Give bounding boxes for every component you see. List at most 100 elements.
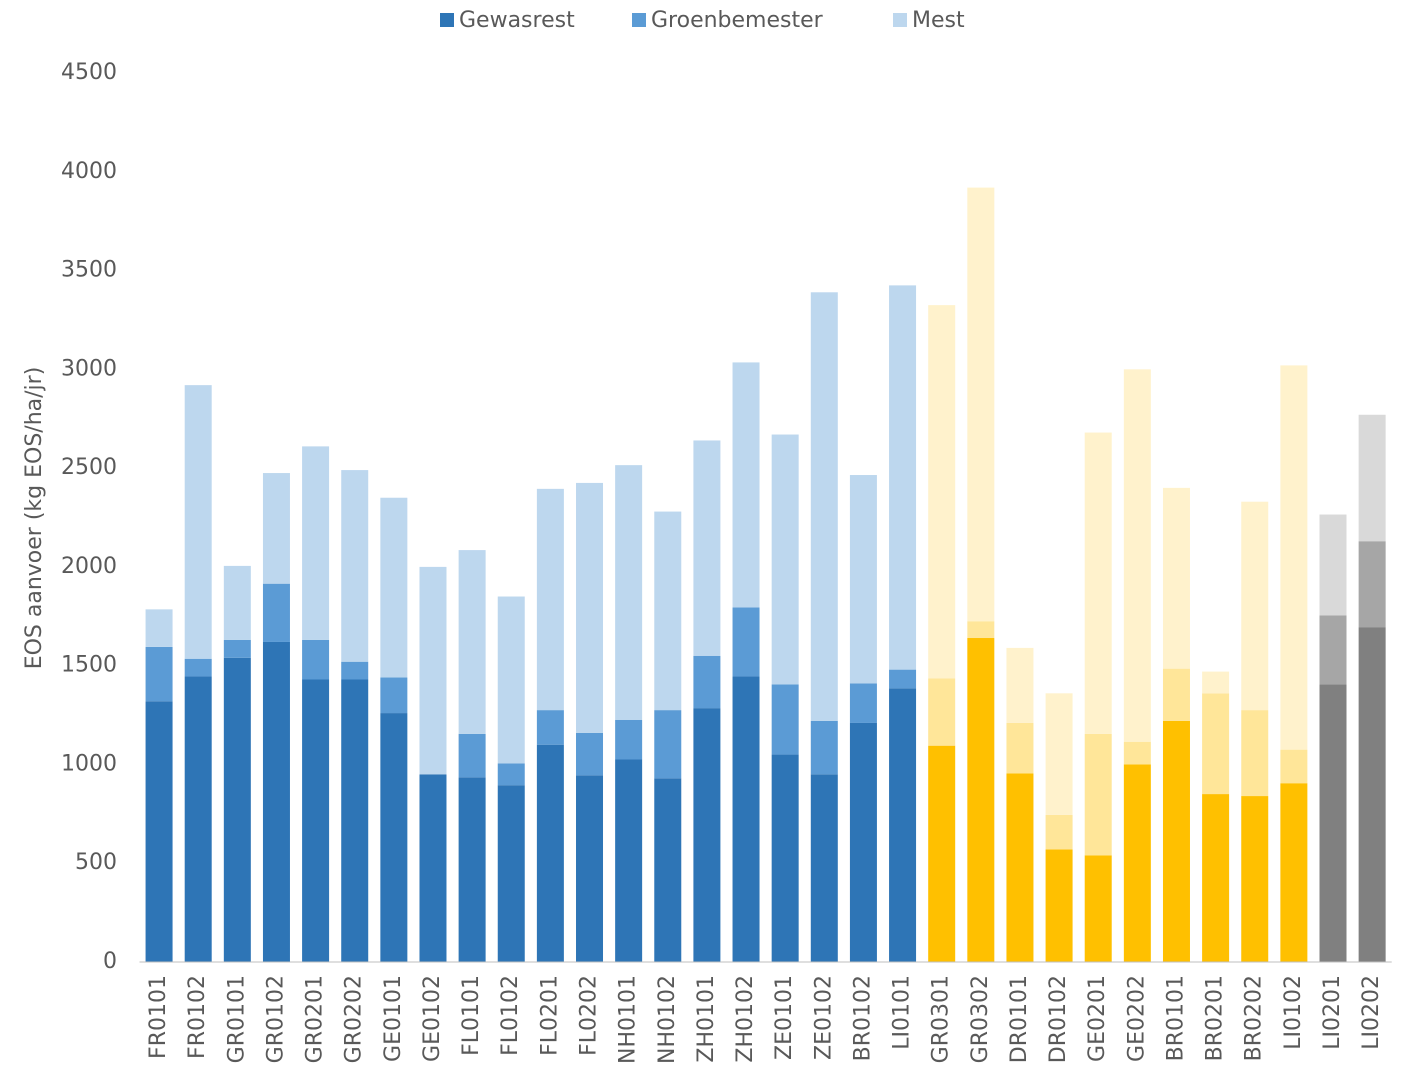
bar-segment — [928, 305, 956, 679]
x-tick-label: FR0102 — [185, 975, 210, 1059]
bar-segment — [849, 722, 877, 962]
x-tick-label: GR0302 — [968, 975, 993, 1063]
bar-segment — [849, 475, 877, 684]
x-tick-label: FL0101 — [459, 975, 484, 1056]
bar-segment — [184, 676, 212, 962]
y-tick-label: 2000 — [61, 554, 117, 579]
y-tick-label: 2500 — [61, 455, 117, 480]
y-tick-label: 1500 — [61, 653, 117, 678]
bar-segment — [1084, 855, 1112, 962]
bar-segment — [693, 440, 721, 656]
bar-segment — [771, 754, 799, 962]
bar-segment — [1358, 414, 1386, 542]
bar-segment — [654, 710, 682, 779]
bar-segment — [458, 777, 486, 962]
legend-swatch — [632, 13, 646, 27]
bar-segment — [889, 688, 917, 962]
bar-segment — [497, 785, 525, 962]
bar-segment — [654, 778, 682, 962]
bar-segment — [967, 638, 995, 962]
bar-segment — [1162, 668, 1190, 721]
x-tick-label: NH0101 — [616, 975, 641, 1064]
bar-segment — [458, 733, 486, 778]
bar-segment — [497, 596, 525, 764]
bar-segment — [771, 684, 799, 755]
bar-segment — [1006, 722, 1034, 774]
bar-segment — [1162, 720, 1190, 962]
bar-segment — [693, 655, 721, 709]
x-tick-label: GE0102 — [420, 975, 445, 1062]
bar-segment — [380, 497, 408, 678]
bar-segment — [1045, 693, 1073, 815]
bar-segment — [302, 639, 330, 680]
bar-segment — [1084, 733, 1112, 856]
bar-segment — [889, 669, 917, 689]
legend-label: Gewasrest — [459, 8, 575, 33]
bar-segment — [1280, 365, 1308, 750]
bar-segment — [184, 385, 212, 659]
x-tick-label: GE0101 — [381, 975, 406, 1062]
bar-segment — [341, 470, 369, 662]
legend-label: Groenbemester — [651, 8, 824, 33]
bar-segment — [967, 187, 995, 622]
x-tick-label: BR0201 — [1203, 975, 1228, 1061]
bar-segment — [849, 683, 877, 723]
bar-segment — [536, 744, 564, 962]
x-tick-label: ZE0102 — [811, 975, 836, 1060]
bar-segment — [380, 677, 408, 714]
x-tick-label: FL0102 — [498, 975, 523, 1056]
x-tick-label: FR0101 — [146, 975, 171, 1059]
bar-segment — [732, 676, 760, 962]
bar-segment — [1006, 773, 1034, 962]
bar-segment — [302, 446, 330, 640]
y-tick-label: 3500 — [61, 258, 117, 283]
bar-segment — [615, 759, 643, 962]
x-tick-label: LI0102 — [1281, 975, 1306, 1050]
bar-segment — [341, 679, 369, 962]
bar-segment — [458, 550, 486, 734]
bar-segment — [341, 661, 369, 680]
y-tick-label: 500 — [75, 850, 117, 875]
x-tick-label: GR0202 — [342, 975, 367, 1063]
legend-swatch — [893, 13, 907, 27]
bar-segment — [1045, 849, 1073, 962]
x-tick-label: LI0201 — [1320, 975, 1345, 1050]
bar-segment — [928, 745, 956, 962]
bar-segment — [1358, 627, 1386, 962]
bar-segment — [419, 566, 447, 775]
bar-segment — [1123, 369, 1151, 742]
bar-segment — [810, 292, 838, 721]
bar-segment — [380, 713, 408, 962]
x-tick-label: ZH0102 — [733, 975, 758, 1063]
bar-segment — [145, 609, 173, 647]
bar-segment — [889, 285, 917, 670]
x-tick-label: GE0201 — [1085, 975, 1110, 1062]
bar-segment — [928, 678, 956, 746]
x-tick-label: ZH0101 — [694, 975, 719, 1063]
x-tick-label: BR0202 — [1242, 975, 1267, 1061]
bar-segment — [654, 511, 682, 711]
bar-segment — [1241, 796, 1269, 962]
bar-segment — [1006, 647, 1034, 723]
y-axis-label: EOS aanvoer (kg EOS/ha/jr) — [22, 367, 47, 670]
bar-segment — [262, 641, 290, 962]
bar-segment — [1202, 693, 1230, 795]
y-tick-label: 0 — [103, 949, 117, 974]
bar-segment — [145, 646, 173, 702]
x-tick-label: ZE0101 — [772, 975, 797, 1060]
bar-segment — [262, 473, 290, 584]
bar-segment — [1045, 814, 1073, 850]
x-tick-label: GR0102 — [263, 975, 288, 1063]
bar-segment — [1123, 764, 1151, 962]
x-tick-label: GR0301 — [929, 975, 954, 1063]
legend-swatch — [440, 13, 454, 27]
bar-segment — [1202, 794, 1230, 962]
x-tick-label: FL0202 — [577, 975, 602, 1056]
bar-segment — [145, 701, 173, 962]
bar-segment — [223, 657, 251, 962]
bar-segment — [732, 607, 760, 677]
bar-segment — [576, 775, 604, 962]
bar-segment — [536, 488, 564, 711]
x-tick-label: NH0102 — [655, 975, 680, 1064]
